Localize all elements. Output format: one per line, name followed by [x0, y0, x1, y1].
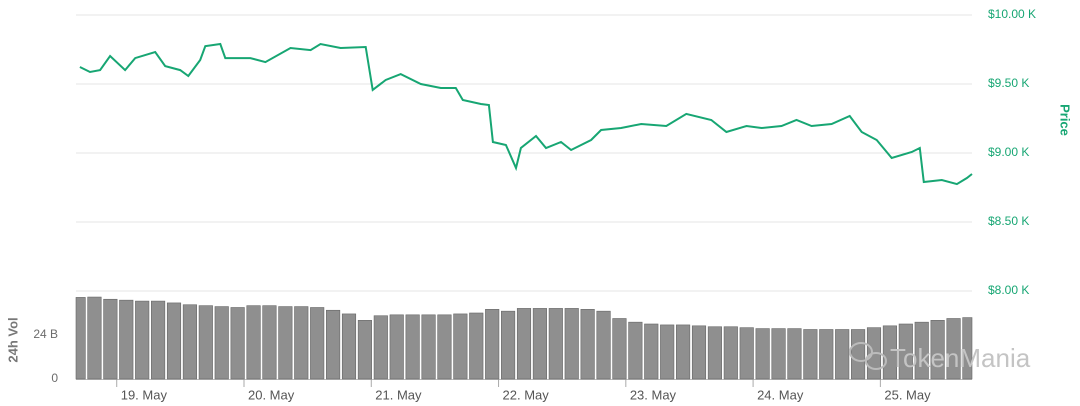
volume-bar	[898, 323, 913, 380]
volume-bar	[405, 314, 420, 380]
volume-bar	[516, 308, 532, 380]
volume-bar	[564, 308, 579, 380]
volume-bar	[198, 305, 213, 380]
volume-bar	[851, 329, 866, 380]
volume-bar	[914, 321, 929, 380]
x-tick-label: 20. May	[248, 387, 295, 402]
x-tick-label: 22. May	[503, 387, 550, 402]
volume-bar	[357, 320, 372, 380]
x-tick-label: 21. May	[375, 387, 422, 402]
watermark-logo	[849, 342, 887, 370]
volume-bar	[135, 300, 150, 380]
volume-bar	[596, 310, 611, 380]
y-tick-label: 24 B	[33, 327, 58, 341]
volume-bar	[326, 309, 341, 380]
y-tick-label: $8.00 K	[988, 283, 1029, 297]
x-tick-label: 25. May	[884, 387, 931, 402]
volume-bar	[660, 324, 675, 380]
volume-bar	[437, 314, 452, 380]
price-line	[79, 42, 973, 186]
volume-bar	[644, 323, 659, 380]
volume-bar	[151, 300, 166, 380]
volume-bar	[946, 318, 961, 380]
volume-bar	[214, 306, 229, 380]
volume-bar	[119, 299, 134, 380]
volume-bar	[469, 312, 484, 380]
volume-bar	[389, 314, 404, 380]
volume-bar	[628, 321, 643, 380]
y-tick-label: $9.50 K	[988, 76, 1029, 90]
volume-bar	[612, 318, 627, 380]
price-axis-title: Price	[1058, 104, 1073, 136]
volume-bar	[75, 297, 86, 380]
volume-bar	[278, 306, 293, 380]
volume-bar	[691, 325, 707, 380]
volume-bar	[310, 307, 325, 380]
volume-bar	[739, 327, 754, 380]
volume-bar	[262, 305, 277, 380]
volume-bar	[421, 314, 436, 380]
volume-bar	[835, 329, 850, 380]
x-tick-label: 24. May	[757, 387, 804, 402]
volume-bar	[87, 296, 102, 380]
volume-bar	[373, 315, 388, 380]
volume-bar	[930, 320, 945, 380]
y-tick-label: $9.00 K	[988, 145, 1029, 159]
x-tick-label: 23. May	[630, 387, 677, 402]
volume-bar	[787, 328, 802, 380]
volume-bar	[707, 326, 722, 380]
volume-bar	[103, 298, 118, 380]
y-tick-label: 0	[51, 371, 58, 385]
volume-axis-title: 24h Vol	[5, 317, 20, 362]
volume-bar	[501, 310, 516, 380]
volume-bar	[548, 308, 563, 380]
volume-bar	[485, 309, 500, 380]
volume-bar	[819, 329, 834, 380]
volume-bar	[341, 313, 357, 380]
volume-bar	[803, 329, 818, 380]
volume-bar	[676, 324, 691, 380]
x-tick-label: 19. May	[121, 387, 168, 402]
volume-bar	[962, 317, 973, 380]
volume-bar	[580, 309, 595, 380]
watermark: TokenMania	[890, 343, 1031, 373]
y-tick-label: $8.50 K	[988, 214, 1029, 228]
y-tick-label: $10.00 K	[988, 7, 1036, 21]
volume-bar	[532, 308, 547, 380]
volume-bar	[755, 328, 770, 380]
volume-bar	[166, 302, 182, 380]
volume-bar	[294, 306, 309, 380]
volume-bar	[453, 313, 468, 380]
volume-bar	[723, 326, 738, 380]
volume-bar	[230, 307, 245, 380]
volume-bar	[246, 305, 261, 380]
volume-bar	[182, 304, 197, 380]
volume-bar	[882, 325, 897, 380]
volume-bar	[771, 328, 786, 380]
